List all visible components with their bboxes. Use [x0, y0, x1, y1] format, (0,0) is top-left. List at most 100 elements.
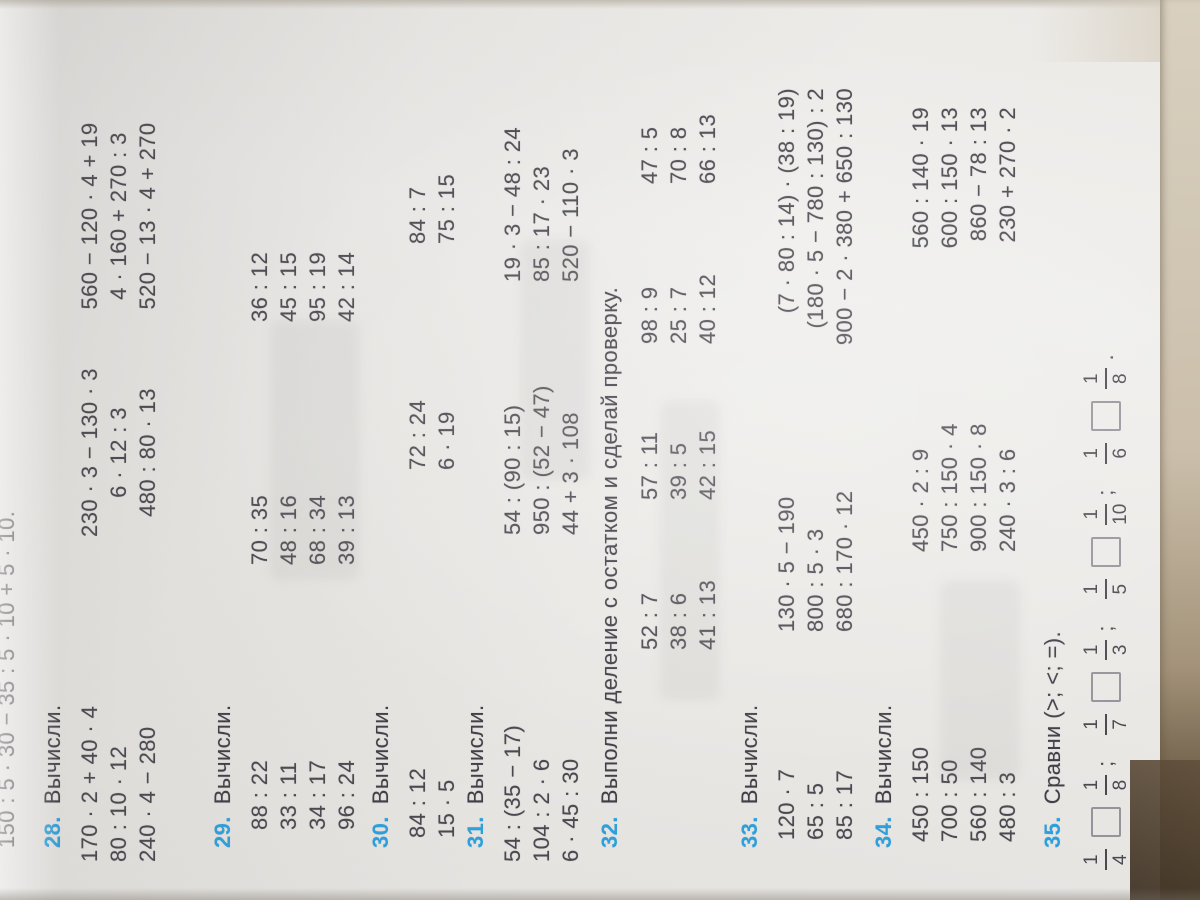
math-expression: 45 : 15 — [276, 251, 301, 322]
math-expression: 860 − 78 : 13 — [966, 107, 991, 242]
math-expression: 36 : 12 — [247, 251, 272, 322]
math-expression: 15 · 5 — [434, 779, 459, 838]
math-expression: 450 · 2 : 9 — [908, 448, 933, 552]
column: 170 · 2 + 40 · 4 80 : 10 · 12 240 · 4 − … — [75, 706, 162, 862]
math-expression: 560 − 120 · 4 + 19 — [77, 122, 102, 310]
column: 560 : 140 · 19 600 : 150 · 13 860 − 78 :… — [906, 107, 1022, 345]
math-expression: 170 · 2 + 40 · 4 — [77, 705, 102, 862]
show-through-smudge — [660, 400, 720, 700]
exercise-number: 33. — [737, 816, 762, 848]
math-expression: 84 : 12 — [405, 767, 430, 838]
show-through-smudge — [520, 240, 590, 480]
exercise-number: 31. — [463, 816, 488, 848]
math-expression: 240 · 4 − 280 — [135, 726, 160, 862]
math-expression: (180 · 5 − 780 : 130) : 2 — [803, 88, 828, 329]
exercise-header: 34. Вычисли. — [871, 705, 897, 848]
math-expression: 6 · 45 : 30 — [558, 758, 583, 862]
math-expression: 96 : 24 — [334, 759, 359, 830]
math-expression: 480 : 80 · 13 — [135, 388, 160, 517]
exercise-title: Вычисли. — [40, 704, 65, 805]
exercise-number: 28. — [40, 816, 65, 848]
exercise-header: 35. Сравни (>; <; =). — [1040, 631, 1066, 848]
math-expression: 900 : 150 · 8 — [966, 423, 991, 552]
exercise-number: 30. — [368, 816, 393, 848]
math-expression: 230 · 3 − 130 · 3 — [77, 368, 102, 537]
show-through-smudge — [270, 320, 360, 580]
column: 450 · 2 : 9 750 : 150 · 4 900 : 150 · 8 … — [906, 423, 1022, 552]
exercise-title: Вычисли. — [463, 704, 488, 805]
math-expression: 230 + 270 · 2 — [995, 107, 1020, 243]
column: 72 : 24 6 · 19 — [403, 400, 461, 470]
column: 84 : 12 15 · 5 — [403, 768, 461, 838]
math-expression: 84 : 7 — [405, 186, 430, 244]
math-expression: 98 : 9 — [637, 286, 662, 344]
exercise-header: 29. Вычисли. — [210, 705, 236, 848]
math-expression: 6 · 12 : 3 — [106, 407, 131, 498]
math-expression: 104 : 2 · 6 — [529, 758, 554, 862]
exercise-number: 29. — [210, 816, 235, 848]
exercise-header: 32. Выполни деление с остатком и сделай п… — [597, 287, 623, 848]
column: 36 : 12 45 : 15 95 : 19 42 : 14 — [245, 252, 361, 322]
exercise-header: 30. Вычисли. — [368, 705, 394, 848]
exercise-header: 31. Вычисли. — [463, 705, 489, 848]
exercise-number: 32. — [597, 816, 622, 848]
math-expression: 33 : 11 — [276, 761, 301, 830]
math-expression: 520 − 13 · 4 + 270 — [135, 122, 160, 310]
math-expression: 75 : 15 — [434, 173, 459, 244]
column: 88 : 22 33 : 11 34 : 17 96 : 24 — [245, 760, 361, 830]
math-expression: 560 : 140 · 19 — [908, 107, 933, 249]
math-expression: 65 : 5 — [803, 782, 828, 840]
math-expression: 85 : 17 — [832, 769, 857, 840]
answer-box — [1091, 401, 1121, 432]
math-expression: 70 : 8 — [666, 126, 691, 184]
exercise-title: Вычисли. — [737, 704, 762, 805]
math-expression: 66 : 13 — [695, 113, 720, 184]
math-expression: 4 · 160 + 270 : 3 — [106, 132, 131, 300]
math-expression: 6 · 19 — [434, 411, 459, 470]
fraction: 1 10 — [1081, 503, 1131, 525]
math-expression: 600 : 150 · 13 — [937, 107, 962, 249]
column: 84 : 7 75 : 15 — [403, 174, 461, 244]
separator: ; — [1093, 489, 1118, 496]
math-expression: 95 : 19 — [305, 251, 330, 322]
math-expression: 120 · 7 — [774, 768, 799, 840]
separator: ; — [1093, 625, 1118, 632]
answer-box — [1091, 536, 1121, 567]
exercise-header: 28. Вычисли. — [40, 705, 66, 848]
math-expression: 54 : (35 − 17) — [500, 724, 525, 862]
column: 47 : 5 70 : 8 66 : 13 — [635, 114, 722, 184]
math-expression: 750 : 150 · 4 — [937, 423, 962, 552]
exercise-title: Вычисли. — [210, 704, 235, 805]
separator: . — [1093, 354, 1118, 361]
column: 98 : 9 25 : 7 40 : 12 — [635, 274, 722, 344]
math-expression: 80 : 10 · 12 — [106, 745, 131, 862]
exercise-title: Выполни деление с остатком и сделай пров… — [597, 286, 622, 805]
math-expression: 450 : 150 — [908, 746, 933, 842]
separator: ; — [1093, 760, 1118, 767]
answer-box — [1091, 672, 1121, 703]
exercise-title: Вычисли. — [368, 704, 393, 805]
column: 54 : (35 − 17) 104 : 2 · 6 6 · 45 : 30 — [498, 725, 585, 862]
column: 560 − 120 · 4 + 19 4 · 160 + 270 : 3 520… — [75, 90, 162, 342]
show-through-smudge — [940, 580, 1020, 780]
column: 120 · 7 65 : 5 85 : 17 — [772, 769, 859, 840]
math-expression: 34 : 17 — [305, 759, 330, 830]
math-expression: 240 · 3 : 6 — [995, 448, 1020, 552]
column: 230 · 3 − 130 · 3 6 · 12 : 3 480 : 80 · … — [75, 325, 162, 580]
math-expression: 88 : 22 — [247, 759, 272, 830]
math-expression: 72 : 24 — [405, 399, 430, 470]
exercise-title: Сравни (>; <; =). — [1040, 631, 1065, 805]
partial-expression-previous-exercise: 150 : 5 · 30 − 35 : 5 · 10 + 5 · 10. — [0, 510, 19, 848]
